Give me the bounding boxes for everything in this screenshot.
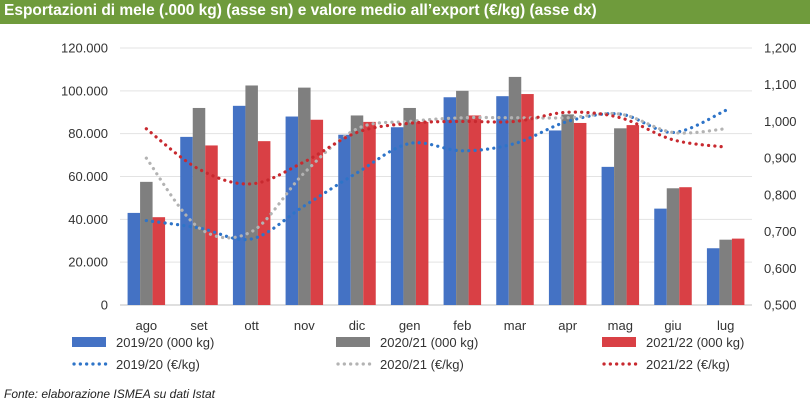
bar-2019-20-000-kg--ago	[127, 212, 141, 305]
bar-2021-22-000-kg--mar	[521, 94, 534, 305]
legend-label: 2019/20 (€/kg)	[116, 357, 200, 372]
category-label: mar	[504, 318, 527, 333]
bar-2020-21-000-kg--nov	[298, 87, 311, 305]
bar-2020-21-000-kg--ago	[140, 181, 153, 305]
bar-2020-21-000-kg--set	[192, 107, 206, 305]
right-axis-ticks: 0,500 0,600 0,700 0,800 0,900 1,000 1,100 1,200	[764, 41, 797, 313]
category-label: feb	[453, 318, 471, 333]
legend-swatch	[72, 337, 106, 347]
right-tick-label: 0,600	[764, 261, 797, 276]
bars	[127, 76, 745, 306]
bar-2020-21-000-kg--lug	[719, 239, 732, 305]
bar-2020-21-000-kg--feb	[456, 90, 469, 305]
bar-2020-21-000-kg--gen	[403, 107, 416, 305]
category-label: mag	[608, 318, 633, 333]
legend-swatch	[336, 337, 370, 347]
legend-label: 2019/20 (000 kg)	[116, 335, 214, 350]
bar-2021-22-000-kg--mag	[626, 125, 640, 305]
left-axis-ticks: 0 20.000 40.000 60.000 80.000 100.000 120.000	[61, 41, 108, 313]
bar-2019-20-000-kg--gen	[390, 127, 404, 305]
bar-2019-20-000-kg--apr	[548, 130, 562, 305]
category-label: giu	[664, 318, 681, 333]
category-label: ago	[135, 318, 157, 333]
left-tick-label: 40.000	[68, 212, 108, 227]
legend-label: 2020/21 (000 kg)	[380, 335, 478, 350]
bar-2021-22-000-kg--gen	[415, 121, 429, 305]
category-label: nov	[294, 318, 315, 333]
line-2021-22-kg-	[144, 110, 728, 186]
chart-title-bar: Esportazioni di mele (.000 kg) (asse sn)…	[0, 0, 810, 24]
right-tick-label: 1,100	[764, 77, 797, 92]
bar-2020-21-000-kg--giu	[666, 188, 680, 305]
bar-2021-22-000-kg--feb	[468, 115, 482, 306]
bar-2021-22-000-kg--apr	[573, 122, 587, 305]
bar-2019-20-000-kg--ott	[232, 105, 246, 305]
bar-2020-21-000-kg--dic	[350, 115, 364, 306]
gridlines	[120, 47, 752, 306]
bar-2019-20-000-kg--giu	[654, 208, 667, 305]
category-label: ott	[244, 318, 259, 333]
legend-swatch	[602, 337, 636, 347]
right-tick-label: 1,000	[764, 114, 797, 129]
bar-2019-20-000-kg--lug	[706, 248, 720, 305]
legend: 2019/20 (000 kg) 2020/21 (000 kg) 2021/22 …	[72, 335, 744, 372]
legend-label: 2020/21 (€/kg)	[380, 357, 464, 372]
bar-2020-21-000-kg--apr	[561, 114, 574, 306]
category-label: lug	[717, 318, 734, 333]
bar-2021-22-000-kg--ago	[152, 217, 166, 305]
right-tick-label: 0,700	[764, 224, 797, 239]
category-label: gen	[399, 318, 421, 333]
left-tick-label: 100.000	[61, 83, 108, 98]
bar-2021-22-000-kg--set	[205, 145, 218, 305]
bar-2019-20-000-kg--dic	[338, 134, 351, 305]
legend-label: 2021/22 (€/kg)	[646, 357, 730, 372]
bar-2020-21-000-kg--mag	[614, 128, 627, 305]
category-label: apr	[558, 318, 577, 333]
left-tick-label: 80.000	[68, 126, 108, 141]
right-tick-label: 1,200	[764, 41, 797, 56]
category-label: dic	[349, 318, 366, 333]
category-label: set	[190, 318, 208, 333]
bar-2019-20-000-kg--feb	[443, 97, 457, 305]
bar-2021-22-000-kg--giu	[679, 187, 692, 305]
lines	[144, 108, 728, 242]
bar-2021-22-000-kg--nov	[310, 119, 324, 305]
left-tick-label: 0	[101, 298, 108, 313]
line-2019-20-kg-	[144, 108, 728, 242]
bar-2020-21-000-kg--ott	[245, 85, 258, 306]
bar-2019-20-000-kg--set	[180, 136, 193, 305]
right-tick-label: 0,900	[764, 151, 797, 166]
bar-2021-22-000-kg--lug	[731, 238, 745, 305]
left-tick-label: 20.000	[68, 255, 108, 270]
chart-title: Esportazioni di mele (.000 kg) (asse sn)…	[4, 2, 597, 19]
right-tick-label: 0,800	[764, 187, 797, 202]
bar-2019-20-000-kg--mar	[496, 96, 509, 305]
bar-2019-20-000-kg--mag	[601, 166, 615, 305]
source-note: Fonte: elaborazione ISMEA su dati Istat	[4, 387, 216, 401]
left-tick-label: 60.000	[68, 169, 108, 184]
right-tick-label: 0,500	[764, 298, 797, 313]
legend-label: 2021/22 (000 kg)	[646, 335, 744, 350]
category-labels: ago set ott nov dic gen feb mar apr mag giu lug	[135, 318, 734, 333]
bar-2021-22-000-kg--dic	[363, 121, 376, 305]
bar-2020-21-000-kg--mar	[508, 76, 522, 305]
left-tick-label: 120.000	[61, 41, 108, 56]
bar-2019-20-000-kg--nov	[285, 116, 299, 306]
